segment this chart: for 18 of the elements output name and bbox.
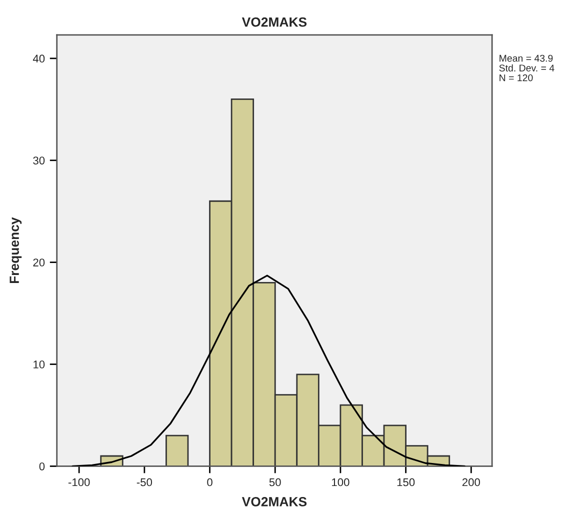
y-tick-label: 0 <box>39 462 45 470</box>
x-axis-title: VO2MAKS <box>242 497 307 506</box>
y-tick-label: 10 <box>34 360 45 368</box>
x-tick-label: 200 <box>462 478 480 486</box>
y-tick-label: 20 <box>33 258 45 266</box>
y-tick-label: 40 <box>32 54 45 63</box>
y-tick-label: 30 <box>33 156 45 164</box>
x-tick-label: 100 <box>332 478 350 486</box>
x-tick-label: 150 <box>397 478 415 486</box>
x-tick-label: -50 <box>136 478 152 486</box>
x-tick-label: -100 <box>68 478 90 486</box>
y-axis-title: Frequency <box>10 217 22 284</box>
text: Mean = 43.9 <box>500 54 553 62</box>
x-tick-label: 0 <box>207 478 212 486</box>
text: N = 120 <box>500 74 533 82</box>
x-tick-label: 50 <box>269 478 281 486</box>
chart-title: VO2MAKS <box>242 17 307 27</box>
text: Std. Dev. = 4 <box>499 64 554 72</box>
